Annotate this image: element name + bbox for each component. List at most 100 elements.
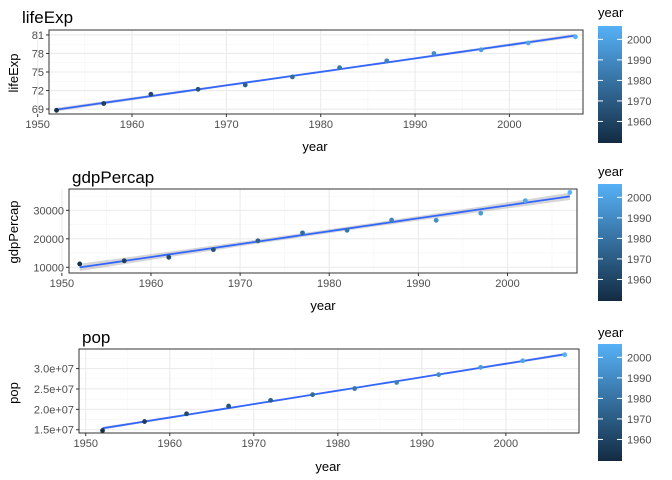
gdppercap-data-point [567, 190, 573, 195]
gdppercap-data-point [478, 210, 484, 216]
gdppercap-y-tick-label: 30000 [33, 205, 64, 217]
lifeexp-smooth-line [56, 34, 576, 111]
pop-x-tick-label: 1980 [326, 438, 350, 450]
pop-data-point [478, 364, 484, 370]
gdppercap-smooth-line [79, 195, 570, 269]
gdppercap-x-tick-label: 2000 [495, 278, 519, 290]
pop-data-point [100, 428, 105, 433]
pop-data-point [436, 372, 442, 378]
pop-legend-tick-label: 1970 [627, 414, 651, 426]
gdppercap-x-tick-label: 1980 [317, 278, 341, 290]
pop-x-tick-label: 1990 [410, 438, 434, 450]
gdppercap-x-tick-label: 1960 [139, 278, 163, 290]
lifeexp-panel: lifeExp lifeExp year year 1960 1970 1980 19… [6, 5, 651, 154]
lifeexp-data-point [337, 65, 342, 71]
pop-legend-title: year [598, 325, 624, 340]
gdppercap-color-legend: year 1960 1970 1980 1990 2000 [598, 164, 651, 301]
pop-color-legend: year 1960 1970 1980 1990 2000 [598, 325, 651, 461]
gdppercap-data-point [389, 217, 395, 223]
pop-y-axis-label: pop [6, 382, 21, 404]
lifeexp-legend-tick-label: 1960 [627, 116, 651, 128]
lifeexp-y-axis-label: lifeExp [6, 53, 21, 92]
gdppercap-legend-tick-label: 1980 [627, 233, 651, 245]
lifeexp-data-point [101, 101, 107, 106]
gdppercap-x-tick-label: 1950 [50, 278, 74, 290]
gdppercap-y-tick-label: 20000 [33, 234, 64, 246]
lifeexp-title: lifeExp [22, 8, 73, 27]
lifeexp-x-axis-label: year [302, 139, 328, 154]
pop-x-tick-label: 1960 [158, 438, 182, 450]
pop-smooth-line [102, 353, 565, 430]
gdppercap-legend-tick-label: 1960 [627, 274, 651, 286]
lifeexp-legend-tick-label: 2000 [627, 34, 651, 46]
gdppercap-plot-area [69, 189, 577, 273]
lifeexp-x-tick-label: 1970 [214, 119, 238, 131]
pop-x-tick-label: 2000 [494, 438, 518, 450]
lifeexp-data-point [573, 34, 578, 40]
pop-y-tick-label: 3.0e+07 [34, 364, 74, 376]
pop-panel-border [78, 348, 580, 434]
pop-y-tick-label: 2.5e+07 [34, 384, 74, 396]
gdppercap-data-point [522, 198, 528, 204]
pop-panel: pop pop year year 1960 1970 1980 1990 2000 1… [6, 325, 651, 474]
gdppercap-title: gdpPercap [72, 168, 154, 187]
gdppercap-legend-tick-label: 2000 [627, 192, 651, 204]
pop-title: pop [82, 328, 110, 347]
lifeexp-data-point [290, 74, 295, 80]
pop-legend-tick-label: 2000 [627, 352, 651, 364]
gdppercap-x-tick-label: 1990 [406, 278, 430, 290]
gdppercap-x-tick-label: 1970 [228, 278, 252, 290]
lifeexp-y-tick-label: 78 [32, 48, 44, 60]
gdppercap-data-point [210, 247, 216, 253]
lifeexp-y-tick-label: 81 [32, 30, 44, 42]
pop-legend-tick-label: 1990 [627, 373, 651, 385]
lifeexp-legend-tick-label: 1980 [627, 75, 651, 87]
gdppercap-legend-title: year [598, 164, 624, 179]
lifeexp-x-tick-label: 1960 [120, 119, 144, 131]
pop-data-point [352, 386, 358, 391]
gdppercap-y-tick-label: 10000 [33, 262, 64, 274]
lifeexp-data-point [148, 91, 154, 97]
lifeexp-y-tick-label: 75 [32, 67, 44, 79]
pop-x-tick-label: 1970 [242, 438, 266, 450]
pop-x-axis-label: year [315, 459, 341, 474]
pop-data-point [226, 403, 231, 409]
lifeexp-y-tick-label: 69 [32, 104, 44, 116]
lifeexp-x-tick-label: 2000 [497, 119, 521, 131]
pop-y-tick-label: 2.0e+07 [34, 404, 74, 416]
pop-x-tick-label: 1950 [73, 438, 97, 450]
gdppercap-data-point [121, 258, 127, 264]
lifeexp-x-tick-label: 1980 [308, 119, 332, 131]
gdppercap-x-axis-label: year [310, 298, 336, 313]
pop-legend-colorbar [598, 344, 622, 461]
pop-data-point [268, 397, 273, 403]
gdppercap-data-point [166, 254, 172, 260]
lifeexp-legend-title: year [598, 5, 624, 20]
pop-data-point [184, 411, 189, 417]
pop-data-point [394, 380, 400, 385]
pop-legend-tick-label: 1960 [627, 434, 651, 446]
lifeexp-data-point [242, 82, 248, 88]
pop-y-tick-label: 1.5e+07 [34, 425, 74, 437]
gdppercap-data-point [77, 261, 83, 267]
pop-data-point [310, 392, 316, 398]
gdppercap-y-axis-label: gdpPercap [6, 201, 21, 264]
lifeexp-color-legend: year 1960 1970 1980 1990 2000 [598, 5, 651, 143]
lifeexp-data-point [525, 40, 531, 46]
gdppercap-legend-tick-label: 1990 [627, 213, 651, 225]
gdppercap-legend-tick-label: 1970 [627, 254, 651, 266]
gdppercap-data-point [255, 238, 261, 244]
gdppercap-data-point [433, 217, 439, 223]
pop-data-point [520, 358, 526, 364]
lifeexp-data-point [431, 51, 437, 56]
pop-data-point [562, 352, 568, 358]
lifeexp-legend-tick-label: 1970 [627, 96, 651, 108]
lifeexp-x-tick-label: 1950 [25, 119, 49, 131]
lifeexp-legend-colorbar [598, 26, 622, 143]
lifeexp-data-point [478, 47, 484, 53]
lifeexp-data-point [54, 107, 59, 113]
gdppercap-panel: gdpPercap gdpPercap year year 1960 1970 19… [6, 164, 651, 313]
lifeexp-data-point [384, 58, 390, 64]
pop-legend-tick-label: 1980 [627, 393, 651, 405]
gdppercap-data-point [344, 227, 350, 233]
